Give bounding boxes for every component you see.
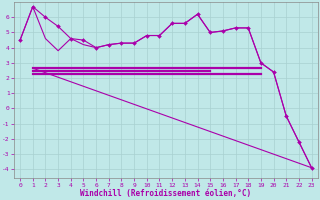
X-axis label: Windchill (Refroidissement éolien,°C): Windchill (Refroidissement éolien,°C): [80, 189, 252, 198]
